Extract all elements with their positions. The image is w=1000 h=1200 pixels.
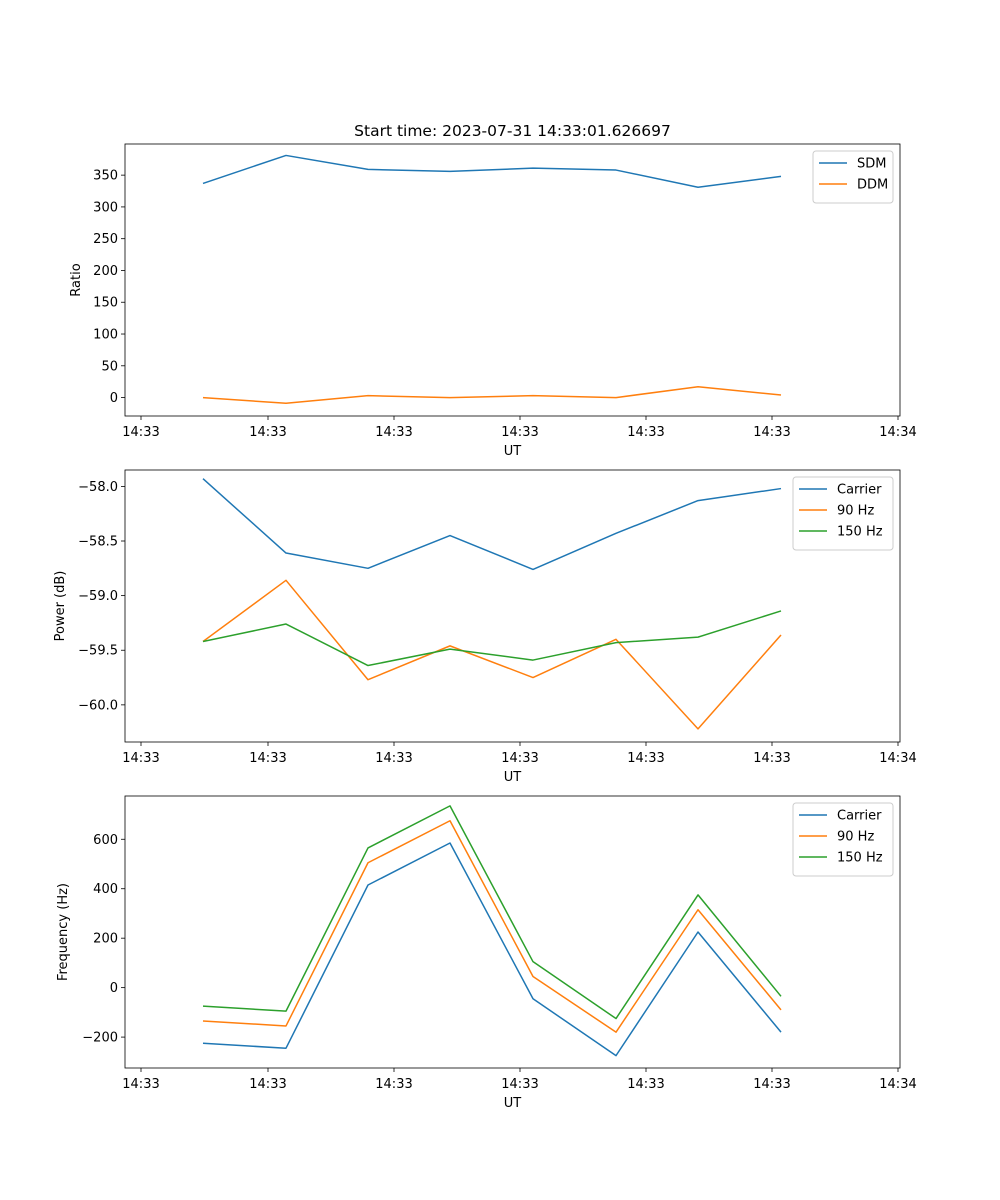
x-tick-label: 14:33 — [753, 425, 790, 440]
y-axis-label: Ratio — [69, 263, 84, 296]
y-tick-label: −59.0 — [78, 589, 118, 604]
x-tick-label: 14:33 — [627, 1077, 664, 1092]
y-tick-label: −58.0 — [78, 480, 118, 495]
x-tick-label: 14:33 — [501, 425, 538, 440]
y-axis-label: Frequency (Hz) — [56, 883, 71, 981]
legend: Carrier 90 Hz 150 Hz — [792, 476, 894, 551]
x-tick-label: 14:33 — [375, 1077, 412, 1092]
x-tick-label: 14:33 — [122, 425, 159, 440]
axes-frame — [124, 469, 901, 743]
y-tick-label: −59.5 — [78, 644, 118, 659]
series-line-carrier — [202, 478, 782, 571]
axes-frame — [124, 795, 901, 1069]
y-tick-label: 200 — [93, 264, 118, 279]
y-tick-label: −58.5 — [78, 535, 118, 550]
y-tick-label: 0 — [110, 391, 118, 406]
series-line-carrier — [202, 842, 782, 1057]
legend-box — [812, 150, 894, 204]
y-tick-label: 350 — [93, 169, 118, 184]
y-tick-label: −200 — [82, 1031, 118, 1046]
y-tick-label: 50 — [101, 359, 118, 374]
series-line-90-hz — [202, 579, 782, 730]
x-tick-label: 14:34 — [879, 751, 916, 766]
legend-label: 90 Hz — [837, 504, 874, 519]
axes-frame — [124, 143, 901, 417]
x-tick-label: 14:33 — [249, 425, 286, 440]
x-tick-label: 14:33 — [375, 425, 412, 440]
y-tick-label: 400 — [93, 882, 118, 897]
legend-label: 150 Hz — [837, 851, 883, 866]
x-tick-label: 14:33 — [627, 425, 664, 440]
y-tick-label: 100 — [93, 328, 118, 343]
power-panel: 14:33 14:33 14:33 14:33 14:33 14:33 14:34 −60.0… — [53, 469, 917, 785]
series-line-sdm — [202, 154, 782, 188]
x-axis-label: UT — [504, 770, 522, 785]
y-tick-label: 0 — [110, 981, 118, 996]
series-line-90-hz — [202, 819, 782, 1033]
chart-title: Start time: 2023-07-31 14:33:01.626697 — [354, 122, 671, 140]
y-tick-label: 300 — [93, 200, 118, 215]
x-axis-label: UT — [504, 444, 522, 459]
x-tick-label: 14:33 — [753, 751, 790, 766]
x-tick-label: 14:34 — [879, 425, 916, 440]
y-axis-label: Power (dB) — [53, 571, 68, 642]
legend-label: 150 Hz — [837, 525, 883, 540]
series-line-ddm — [202, 386, 782, 405]
x-axis-label: UT — [504, 1096, 522, 1111]
y-tick-label: 250 — [93, 232, 118, 247]
y-tick-label: 600 — [93, 833, 118, 848]
x-tick-label: 14:34 — [879, 1077, 916, 1092]
x-tick-label: 14:33 — [249, 751, 286, 766]
legend-label: SDM — [857, 157, 886, 172]
x-tick-label: 14:33 — [122, 751, 159, 766]
legend: Carrier 90 Hz 150 Hz — [792, 802, 894, 877]
x-tick-label: 14:33 — [753, 1077, 790, 1092]
frequency-panel: 14:33 14:33 14:33 14:33 14:33 14:33 14:34 −200 0… — [56, 795, 917, 1111]
x-tick-label: 14:33 — [501, 751, 538, 766]
series-line-150-hz — [202, 610, 782, 667]
x-tick-label: 14:33 — [375, 751, 412, 766]
legend-label: DDM — [857, 178, 888, 193]
legend: SDM DDM — [812, 150, 894, 204]
legend-label: Carrier — [837, 809, 882, 824]
x-tick-label: 14:33 — [249, 1077, 286, 1092]
y-tick-label: −60.0 — [78, 698, 118, 713]
x-tick-label: 14:33 — [627, 751, 664, 766]
x-tick-label: 14:33 — [122, 1077, 159, 1092]
y-tick-label: 200 — [93, 932, 118, 947]
ratio-panel: 14:33 14:33 14:33 14:33 14:33 14:33 14:34 0 50 10… — [69, 143, 917, 459]
x-tick-label: 14:33 — [501, 1077, 538, 1092]
legend-label: Carrier — [837, 483, 882, 498]
series-line-150-hz — [202, 805, 782, 1020]
y-tick-label: 150 — [93, 296, 118, 311]
legend-label: 90 Hz — [837, 830, 874, 845]
